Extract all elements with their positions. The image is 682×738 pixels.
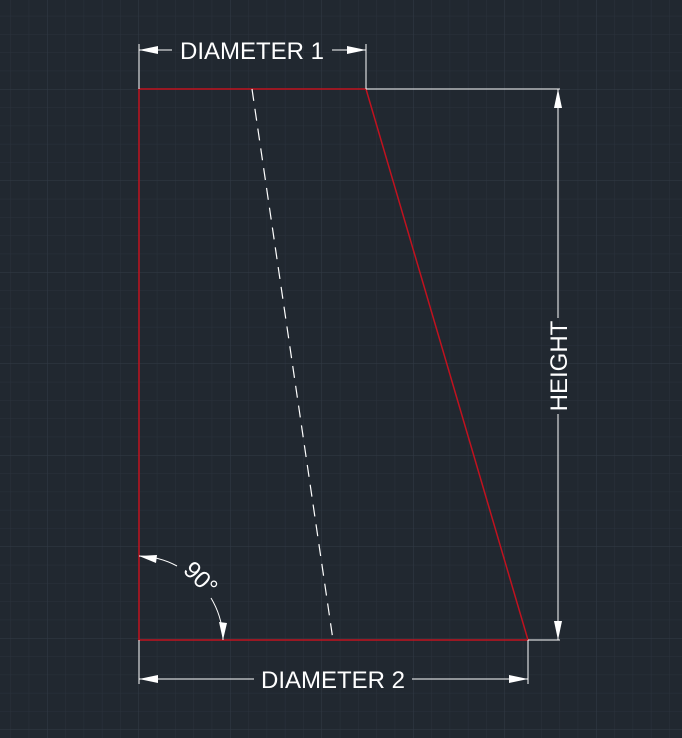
diameter-2-arrow-right — [509, 675, 528, 683]
height-label: HEIGHT — [546, 320, 573, 411]
diameter-2-dimension: DIAMETER 2 — [138, 640, 529, 694]
height-arrow-bottom — [554, 621, 562, 640]
diameter-1-arrow-right — [347, 46, 366, 54]
angle-arrow-bottom — [219, 622, 227, 640]
diameter-1-arrow-left — [139, 46, 158, 54]
angle-arrow-top — [139, 555, 157, 563]
height-dimension: HEIGHT — [366, 88, 573, 641]
diameter-1-label: DIAMETER 1 — [180, 38, 324, 65]
centerline — [251, 88, 334, 641]
height-arrow-top — [554, 89, 562, 108]
diameter-2-arrow-left — [139, 675, 158, 683]
diameter-1-dimension: DIAMETER 1 — [138, 38, 367, 89]
diameter-2-label: DIAMETER 2 — [261, 667, 405, 694]
